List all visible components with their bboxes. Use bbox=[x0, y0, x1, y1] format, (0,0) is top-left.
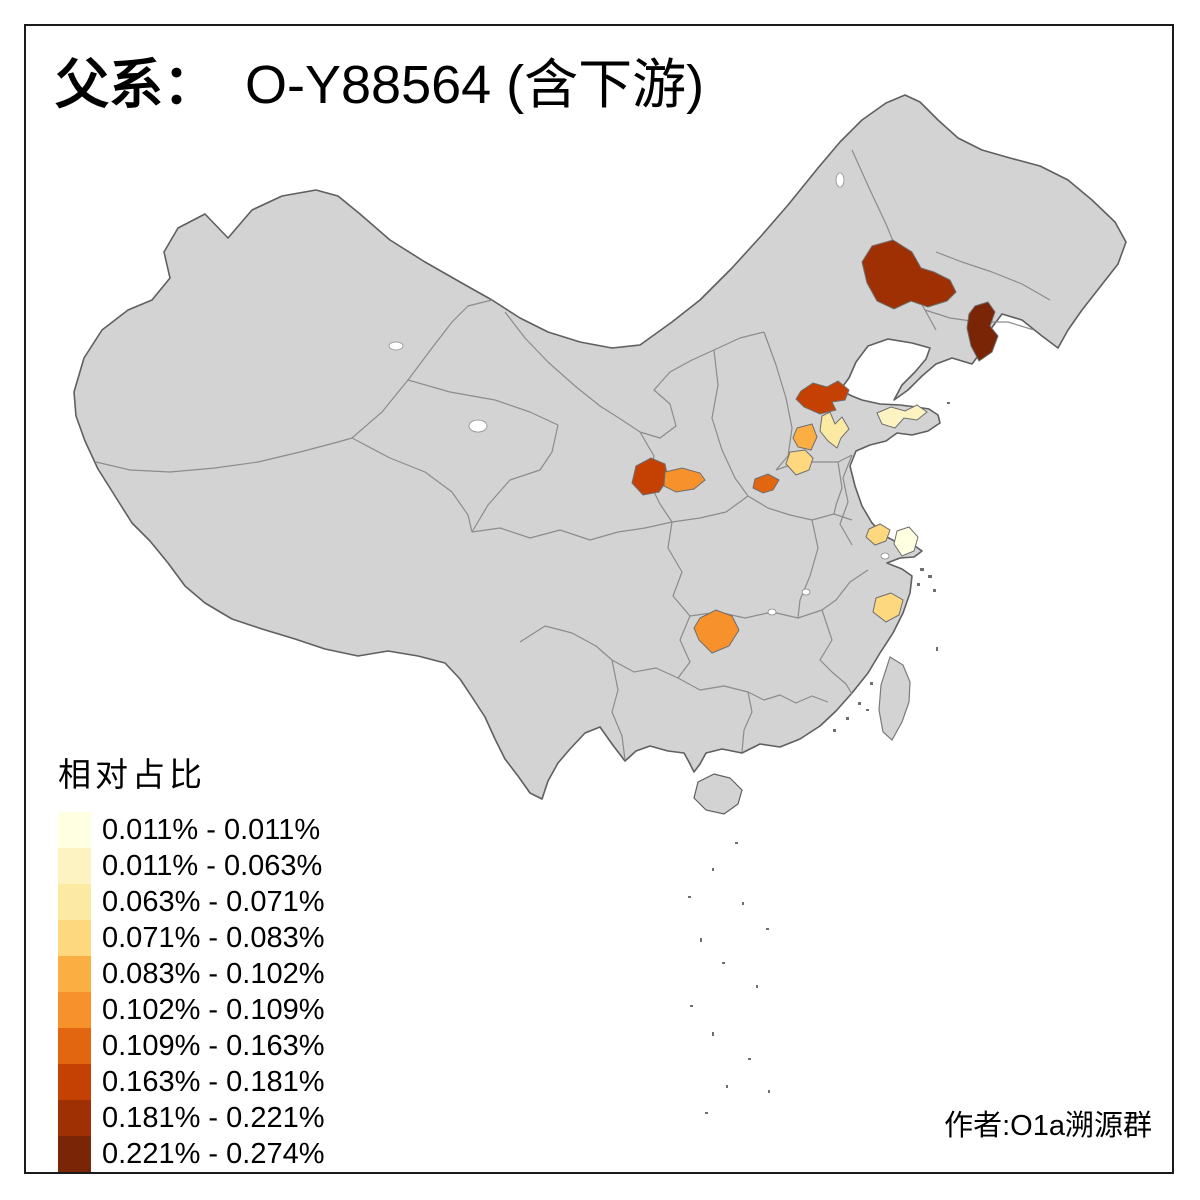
legend-row: 0.163% - 0.181% bbox=[58, 1064, 324, 1100]
legend-title: 相对占比 bbox=[58, 756, 206, 793]
legend-row: 0.063% - 0.071% bbox=[58, 884, 324, 920]
legend-swatch bbox=[58, 1136, 91, 1172]
map-region-north-shandong-delta bbox=[795, 380, 850, 415]
islands bbox=[688, 402, 950, 1114]
legend-label: 0.102% - 0.109% bbox=[102, 994, 325, 1026]
map-region-west-shaanxi bbox=[631, 457, 669, 496]
legend-label: 0.011% - 0.063% bbox=[102, 850, 323, 882]
legend-label: 0.109% - 0.163% bbox=[102, 1030, 325, 1062]
highlighted-regions bbox=[631, 239, 999, 654]
attribution: 作者:O1a溯源群 bbox=[944, 1110, 1152, 1142]
map-region-shandong-peninsula bbox=[876, 404, 928, 429]
legend-swatch bbox=[58, 1100, 91, 1136]
map-region-east-liaoning bbox=[966, 301, 999, 362]
legend-row: 0.083% - 0.102% bbox=[58, 956, 324, 992]
legend-row: 0.109% - 0.163% bbox=[58, 1028, 324, 1064]
legend-swatch bbox=[58, 956, 91, 992]
island-specks bbox=[688, 402, 950, 1114]
map-region-southwest-shandong bbox=[785, 449, 814, 476]
map-region-east-inner-mongolia bbox=[861, 239, 957, 310]
hainan-island bbox=[693, 773, 743, 815]
map-region-south-jiangsu bbox=[865, 523, 891, 546]
legend-row: 0.221% - 0.274% bbox=[58, 1136, 324, 1172]
legend-swatch bbox=[58, 1064, 91, 1100]
legend-label: 0.083% - 0.102% bbox=[102, 958, 325, 990]
legend: 相对占比 0.011% - 0.011% 0.011% - 0.063% 0.0… bbox=[58, 748, 324, 1172]
taiwan-island bbox=[878, 656, 911, 741]
map-region-central-shaanxi bbox=[663, 467, 706, 493]
title-haplogroup: O-Y88564 (含下游) bbox=[245, 55, 705, 115]
legend-label: 0.221% - 0.274% bbox=[102, 1138, 325, 1170]
page-title: 父系： O-Y88564 (含下游) bbox=[55, 55, 705, 115]
mainland-outline bbox=[73, 94, 1127, 800]
legend-label: 0.163% - 0.181% bbox=[102, 1066, 325, 1098]
legend-label: 0.071% - 0.083% bbox=[102, 922, 325, 954]
map-region-coastal-zhejiang bbox=[872, 592, 904, 623]
map-region-north-guizhou bbox=[693, 609, 740, 654]
legend-label: 0.181% - 0.221% bbox=[102, 1102, 325, 1134]
legend-label: 0.011% - 0.011% bbox=[102, 814, 321, 846]
legend-swatch bbox=[58, 920, 91, 956]
legend-swatch bbox=[58, 992, 91, 1028]
legend-row: 0.102% - 0.109% bbox=[58, 992, 324, 1028]
legend-row: 0.181% - 0.221% bbox=[58, 1100, 324, 1136]
legend-row: 0.071% - 0.083% bbox=[58, 920, 324, 956]
legend-swatch bbox=[58, 1028, 91, 1064]
legend-row: 0.011% - 0.063% bbox=[58, 848, 324, 884]
legend-label: 0.063% - 0.071% bbox=[102, 886, 325, 918]
map-region-central-henan bbox=[752, 473, 780, 494]
map-region-shanghai bbox=[893, 526, 919, 557]
legend-swatch bbox=[58, 812, 91, 848]
map-region-west-shandong bbox=[792, 423, 818, 451]
legend-swatch bbox=[58, 884, 91, 920]
title-prefix: 父系： bbox=[55, 55, 217, 115]
lakes bbox=[388, 172, 890, 616]
legend-row: 0.011% - 0.011% bbox=[58, 812, 324, 848]
legend-swatch bbox=[58, 848, 91, 884]
map-region-central-shandong bbox=[819, 411, 850, 449]
